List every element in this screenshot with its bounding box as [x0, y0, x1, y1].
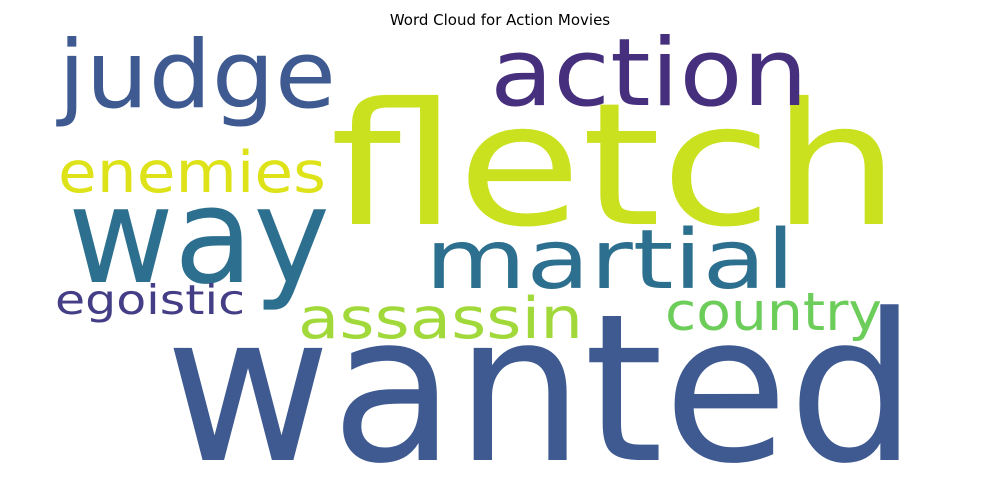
word-country: country — [665, 282, 882, 343]
word-fletch: fletch — [330, 67, 900, 265]
word-enemies: enemies — [58, 140, 326, 206]
word-action: action — [490, 19, 808, 128]
word-egoistic: egoistic — [55, 276, 245, 324]
chart-title: Word Cloud for Action Movies — [389, 11, 611, 29]
word-way: way — [68, 160, 330, 314]
word-wanted: wanted — [165, 271, 917, 500]
word-martial: martial — [425, 213, 795, 308]
word-judge: judge — [56, 21, 336, 130]
word-assassin: assassin — [298, 286, 583, 352]
